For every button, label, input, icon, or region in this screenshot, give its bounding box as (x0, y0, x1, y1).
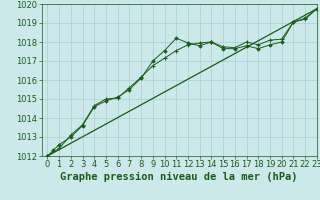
X-axis label: Graphe pression niveau de la mer (hPa): Graphe pression niveau de la mer (hPa) (60, 172, 298, 182)
